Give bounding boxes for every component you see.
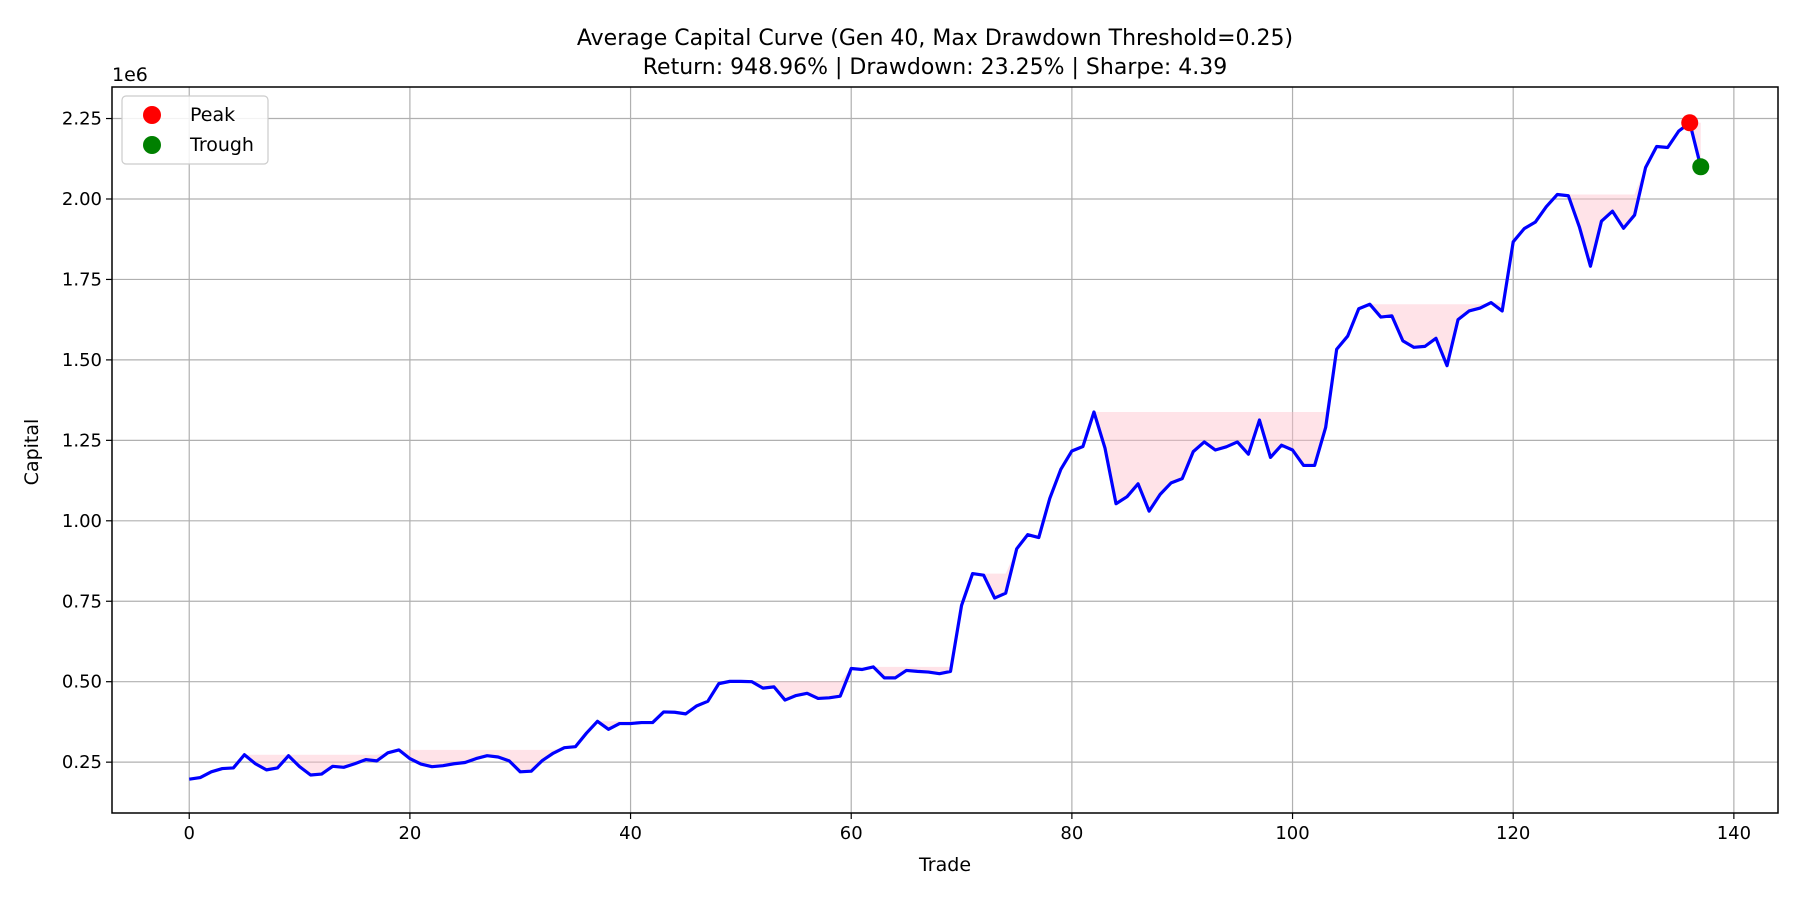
y-tick-label: 0.50 [62,672,102,693]
y-tick-label: 0.75 [62,591,102,612]
x-tick-label: 0 [184,823,195,844]
peak-marker [1681,114,1699,132]
x-axis-label: Trade [918,854,971,876]
capital-line [188,121,1703,781]
legend: Peak Trough [121,95,269,165]
drawdown-fill [189,122,1701,780]
y-tick-label: 1.25 [62,430,102,451]
y-tick-label: 0.25 [62,752,102,773]
axis-ticks: 0 20 40 60 80 100 120 140 0.25 0.50 0.75 1.00 1.25 1.… [62,109,1751,844]
capital-line-layer [188,121,1703,781]
trough-marker [1692,158,1710,176]
y-tick-label: 2.00 [62,189,102,210]
grid [112,87,1778,813]
x-tick-label: 40 [619,823,642,844]
extrema-markers [1681,114,1710,176]
legend-trough-label: Trough [189,134,254,156]
x-tick-label: 80 [1060,823,1083,844]
y-axis-label: Capital [21,419,43,486]
drawdown-area [189,122,1701,780]
y-offset-label: 1e6 [112,64,148,86]
chart-title: Average Capital Curve (Gen 40, Max Drawd… [577,26,1293,51]
y-tick-label: 1.75 [62,269,102,290]
y-tick-label: 2.25 [62,109,102,130]
x-tick-label: 100 [1275,823,1309,844]
legend-peak-label: Peak [190,104,235,126]
x-tick-label: 120 [1496,823,1530,844]
x-tick-label: 60 [840,823,863,844]
y-tick-label: 1.50 [62,350,102,371]
plot-frame [111,86,1779,814]
chart-subtitle: Return: 948.96% | Drawdown: 23.25% | Sha… [643,55,1228,80]
y-tick-label: 1.00 [62,511,102,532]
x-tick-label: 20 [398,823,421,844]
legend-peak-marker [143,106,161,124]
x-tick-label: 140 [1717,823,1751,844]
legend-trough-marker [143,136,161,154]
